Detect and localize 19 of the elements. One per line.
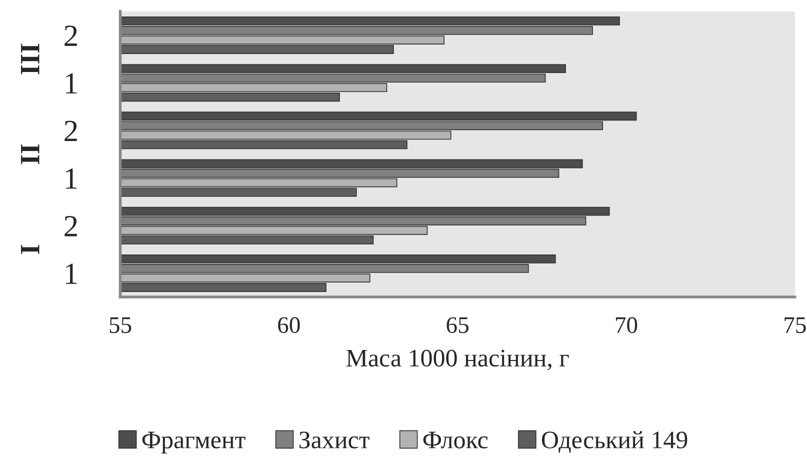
x-axis-title: Маса 1000 насінин, г xyxy=(346,350,569,370)
y-tick-label: 2 xyxy=(64,216,77,236)
legend-label: Одеський 149 xyxy=(542,431,688,454)
legend-label: Фрагмент xyxy=(142,432,246,454)
x-tick-label: 60 xyxy=(278,317,300,334)
x-tick-label: 55 xyxy=(110,317,132,334)
text: III xyxy=(21,44,40,74)
x-tick-label: 75 xyxy=(784,317,806,334)
x-tick-label: 65 xyxy=(446,317,468,334)
text: I xyxy=(21,244,40,254)
y-tick-label: 1 xyxy=(66,168,77,189)
y-tick-label: 2 xyxy=(64,26,77,46)
legend-label: Флокс xyxy=(423,432,488,448)
y-tick-label: 2 xyxy=(64,120,77,142)
y-tick-label: 1 xyxy=(66,264,77,284)
y-tick-label: 1 xyxy=(66,73,77,94)
x-tick-label: 70 xyxy=(616,317,638,334)
text: II xyxy=(21,144,40,164)
legend-label: Захист xyxy=(299,432,370,448)
